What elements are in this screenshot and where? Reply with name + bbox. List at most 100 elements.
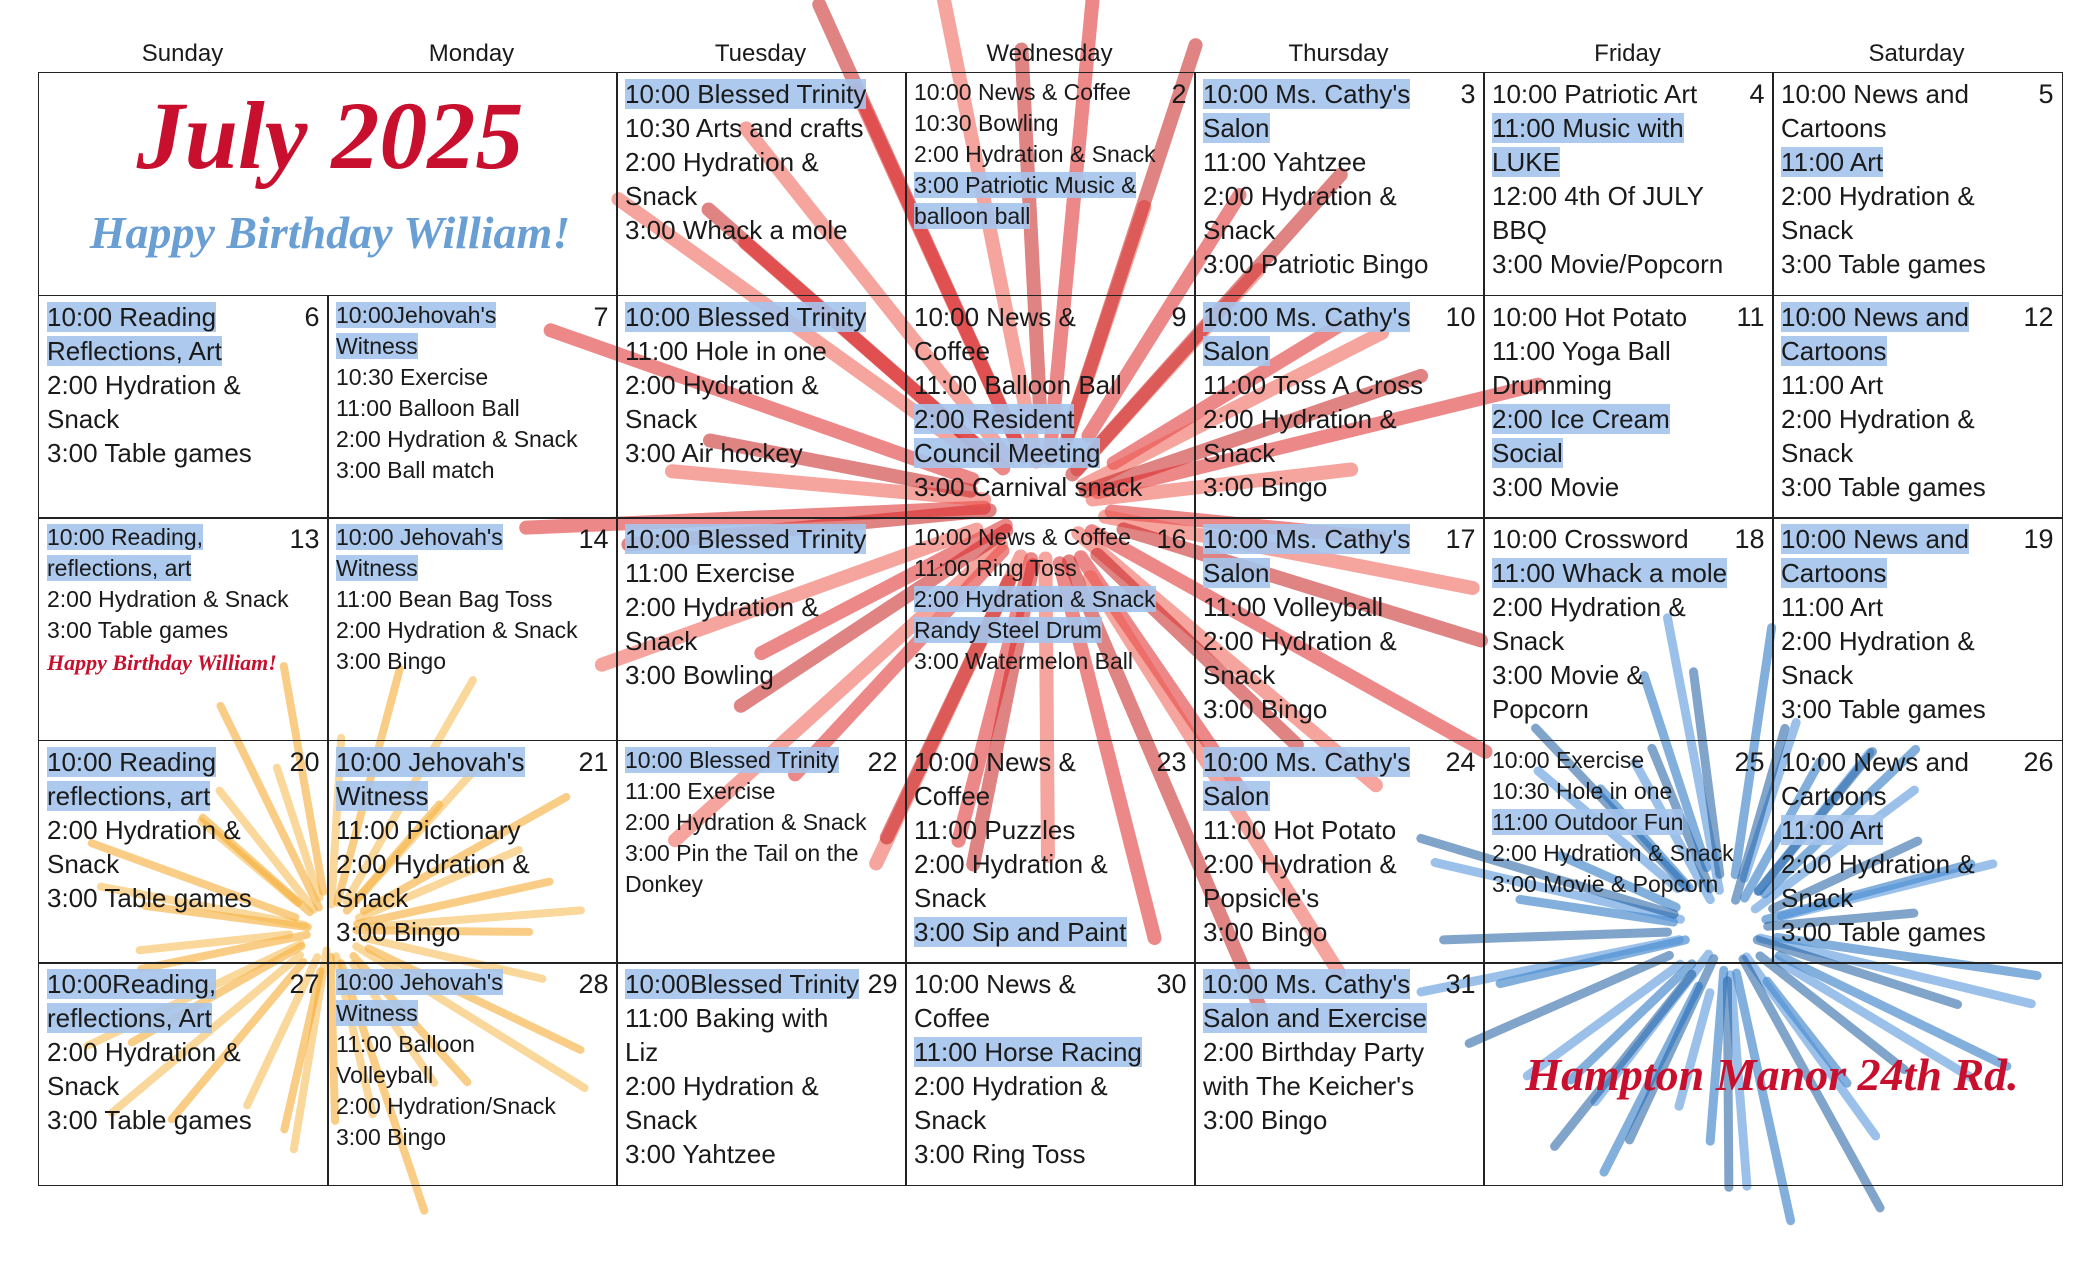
event-text: 11:00 Yoga Ball Drumming — [1492, 335, 1671, 400]
event: 3:00 Bingo — [1203, 915, 1476, 949]
event-text: 10:30 Bowling — [914, 110, 1059, 136]
day-number: 12 — [2023, 301, 2054, 332]
firework-ray — [1750, 785, 1919, 914]
firework-ray — [1689, 667, 1725, 879]
event: 10:00 Reading reflections, art — [47, 745, 320, 813]
event: 3:00 Table games — [1781, 692, 2054, 726]
weekday-header: Tuesday — [714, 40, 807, 67]
event: 10:00 Blessed Trinity — [625, 300, 898, 334]
day-cell: 16 10:00 News & Coffee 11:00 Ring Toss 2:00… — [905, 517, 1196, 742]
event: 3:00 Bingo — [1203, 470, 1476, 504]
firework-ray — [1731, 723, 1790, 905]
event: 10:00 Jehovah's Witness — [336, 967, 609, 1029]
event-text: 10:00 Ms. Cathy's Salon — [1203, 524, 1411, 589]
firework-ray — [1741, 952, 1881, 1141]
event-text: 2:00 Birthday Party with The Keicher's — [1203, 1037, 1425, 1102]
event: 2:00 Hydration & Snack — [336, 615, 609, 646]
firework-ray — [1772, 932, 2042, 981]
event-text: 11:00 Art — [1781, 814, 1884, 845]
event: 2:00 Hydration & Snack — [914, 139, 1187, 170]
day-number: 10 — [1445, 301, 1476, 332]
event: 2:00 Birthday Party with The Keicher's — [1203, 1035, 1476, 1103]
event: 10:00Blessed Trinity — [625, 967, 898, 1001]
day-number: 27 — [289, 969, 320, 1000]
day-number: 28 — [578, 969, 609, 1000]
event-text: 2:00 Hydration & Snack — [47, 586, 289, 613]
day-number: 18 — [1734, 524, 1765, 555]
firework-ray — [1639, 670, 1712, 873]
event: 3:00 Carnival snack — [914, 470, 1187, 504]
firework-ray — [1556, 851, 1681, 912]
event: 3:00 Ball match — [336, 455, 609, 486]
event: 2:00 Hydration & Snack — [1492, 838, 1765, 869]
event-text: 10:00 Blessed Trinity — [625, 301, 867, 332]
event: 3:00 Patriotic Bingo — [1203, 247, 1476, 281]
event-text: 3:00 Watermelon Ball — [914, 648, 1134, 675]
firework-ray — [215, 786, 318, 914]
event-text: 2:00 Hydration & Popsicle's — [1203, 848, 1397, 913]
event-text: 3:00 Table games — [1781, 249, 1986, 279]
event: 10:00 News & Coffee — [914, 745, 1187, 813]
event: 10:00 Reading Reflections, Art — [47, 300, 320, 368]
event-text: 3:00 Patriotic Music & balloon ball — [914, 172, 1137, 229]
day-number: 23 — [1156, 746, 1187, 777]
event-text: 3:00 Bingo — [1203, 1105, 1328, 1136]
event-text: 2:00 Resident Council Meeting — [914, 403, 1101, 468]
event-text: 12:00 4th Of JULY BBQ — [1492, 181, 1704, 245]
event-text: 2:00 Hydration & Snack — [1203, 626, 1397, 691]
event: 2:00 Hydration/Snack — [336, 1091, 609, 1122]
event: 10:00 Blessed Trinity — [625, 77, 898, 111]
firework-ray — [1763, 908, 1919, 931]
event: 3:00 Movie & Popcorn — [1492, 869, 1765, 900]
event-text: 2:00 Hydration & Snack — [1492, 839, 1734, 866]
firework-ray — [1674, 988, 1715, 1111]
firework-ray — [1770, 954, 1976, 1082]
event: 3:00 Table games — [1781, 915, 2054, 949]
day-cell: 17 10:00 Ms. Cathy's Salon 11:00 Volleybal… — [1194, 517, 1485, 742]
firework-ray — [1776, 859, 1998, 921]
event-text: 3:00 Table games — [1781, 694, 1986, 725]
event: 10:00 Ms. Cathy's Salon — [1203, 745, 1476, 813]
day-number: 21 — [578, 746, 609, 777]
event-text: 3:00 Table games — [1781, 471, 1986, 502]
firework-ray — [664, 464, 992, 507]
firework-ray — [733, 523, 1014, 713]
day-cell: 3 10:00 Ms. Cathy's Salon 11:00 Yahtzee 2:0… — [1194, 72, 1485, 297]
day-cell: 20 10:00 Reading reflections, art 2:00 Hyd… — [38, 739, 329, 964]
day-number: 3 — [1460, 79, 1476, 109]
event: 10:30 Hole in one — [1492, 776, 1765, 807]
event-text: 10:00 Hot Potato — [1492, 301, 1688, 332]
event-text: 3:00 Movie & Popcorn — [1492, 870, 1719, 897]
firework-ray — [1106, 318, 1347, 471]
event-text: 3:00 Sip and Paint — [914, 916, 1127, 947]
day-number: 17 — [1445, 524, 1476, 555]
firework-ray — [1565, 959, 1697, 1085]
event: 2:00 Hydration & Snack — [47, 1035, 320, 1103]
firework-ray — [1550, 969, 1697, 1151]
day-cell: 6 10:00 Reading Reflections, Art 2:00 Hydr… — [38, 294, 329, 519]
event: 10:30 Exercise — [336, 362, 609, 393]
event: 11:00 Hot Potato — [1203, 813, 1476, 847]
event-text: 10:00 Ms. Cathy's Salon — [1203, 301, 1411, 366]
day-cell: 2 10:00 News & Coffee 10:30 Bowling 2:00 Hy… — [905, 72, 1196, 297]
event-text: 11:00 Balloon Ball — [336, 394, 520, 421]
event-text: 10:00 News and Cartoons — [1781, 746, 1969, 811]
event-text: 2:00 Hydration & Snack — [1492, 592, 1686, 657]
day-cell: 14 10:00 Jehovah's Witness 11:00 Bean Bag … — [327, 517, 618, 742]
day-cell: 24 10:00 Ms. Cathy's Salon 11:00 Hot Potat… — [1194, 739, 1485, 964]
event-text: 2:00 Hydration & Snack — [914, 141, 1156, 167]
event-text: 3:00 Table games — [47, 437, 252, 468]
event: 3:00 Movie — [1492, 470, 1765, 504]
event: 10:00 News & Coffee — [914, 967, 1187, 1035]
firework-ray — [167, 957, 308, 1124]
event: 10:00Reading, reflections, Art — [47, 967, 320, 1035]
event-text: 2:00 Hydration & Snack — [625, 1071, 819, 1136]
event: Randy Steel Drum — [914, 615, 1187, 646]
event-text: 10:00 Jehovah's Witness — [336, 524, 503, 582]
event: 10:00 Ms. Cathy's Salon — [1203, 300, 1476, 368]
firework-ray — [1738, 954, 1885, 1213]
event: 2:00 Hydration & Snack — [625, 807, 898, 838]
event-text: 10:00 News and Cartoons — [1781, 79, 1969, 143]
day-number: 16 — [1156, 524, 1187, 555]
event: 11:00 Whack a mole — [1492, 556, 1765, 590]
